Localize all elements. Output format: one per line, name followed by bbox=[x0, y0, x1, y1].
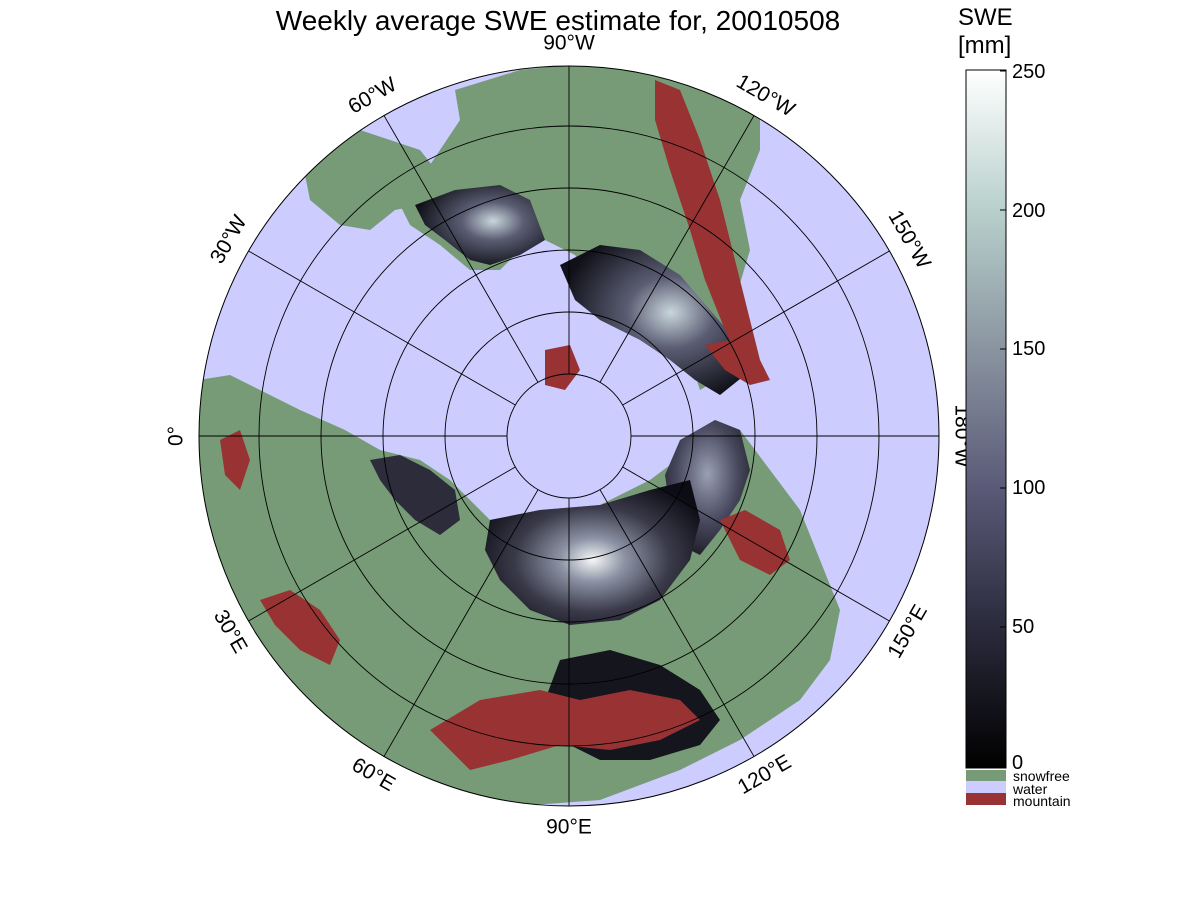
colorbar-tick-label: 250 bbox=[1012, 61, 1046, 83]
longitude-label: 90°W bbox=[543, 32, 595, 55]
meridian-line bbox=[599, 489, 755, 757]
mountain-central-asia bbox=[430, 690, 700, 770]
colorbar-unit: [mm] bbox=[958, 32, 1012, 59]
colorbar-tick-label: 100 bbox=[1012, 477, 1046, 499]
map-title: Weekly average SWE estimate for, 2001050… bbox=[275, 5, 841, 36]
snow-eurasia bbox=[485, 480, 700, 625]
legend-label-snowfree: snowfree bbox=[1013, 768, 1070, 784]
meridian-line bbox=[383, 489, 539, 757]
colorbar-tick-label: 50 bbox=[1012, 616, 1035, 638]
meridian-lines bbox=[199, 66, 939, 806]
legend-swatch-mountain bbox=[966, 793, 1006, 805]
meridian-line bbox=[599, 115, 755, 383]
longitude-label: 0° bbox=[165, 426, 188, 446]
legend-swatch-snowfree bbox=[966, 770, 1006, 781]
legend-label-water: water bbox=[1013, 781, 1048, 797]
snow-canada-east bbox=[560, 245, 745, 395]
mountain-greenland-edge bbox=[545, 345, 580, 390]
colorbar-tick-label: 0 bbox=[1012, 752, 1024, 774]
map-border bbox=[198, 65, 940, 807]
mountain-siberia bbox=[720, 510, 790, 575]
longitude-label: 90°E bbox=[546, 816, 592, 839]
meridian-line bbox=[248, 250, 516, 406]
colorbar-ticks bbox=[1000, 70, 1006, 767]
snow-canada bbox=[415, 185, 545, 265]
colorbar-tick-label: 150 bbox=[1012, 338, 1046, 360]
land-greenland bbox=[300, 130, 440, 230]
colorbar-tick-label: 200 bbox=[1012, 200, 1046, 222]
colorbar bbox=[965, 69, 1007, 769]
meridian-line bbox=[383, 115, 539, 383]
mountain-rockies bbox=[655, 80, 760, 370]
meridian-line bbox=[622, 250, 890, 406]
meridian-line bbox=[248, 466, 516, 622]
legend-swatch-water bbox=[966, 781, 1006, 793]
map-disk bbox=[199, 66, 939, 806]
colorbar-title: SWE bbox=[958, 4, 1013, 31]
meridian-line bbox=[622, 466, 890, 622]
legend-label-mountain: mountain bbox=[1013, 793, 1071, 809]
mountain-alaska bbox=[705, 340, 770, 385]
mountain-caucasus bbox=[260, 590, 340, 665]
snow-scandinavia bbox=[370, 455, 460, 535]
mountain-europe bbox=[220, 430, 250, 490]
